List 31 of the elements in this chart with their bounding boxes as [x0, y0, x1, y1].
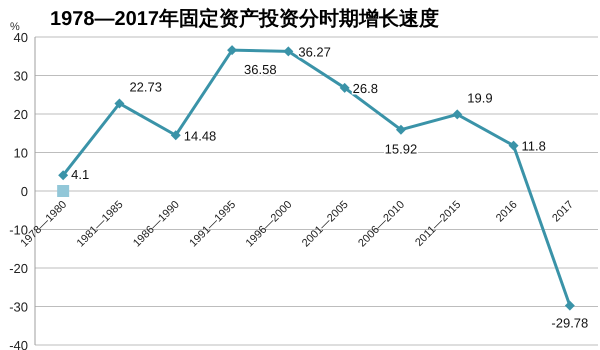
y-tick-label: 0	[20, 184, 28, 199]
point	[58, 170, 68, 180]
data-label: 36.27	[298, 44, 331, 60]
point	[170, 130, 181, 140]
data-label: 14.48	[184, 128, 216, 144]
y-tick-label: 20	[14, 107, 28, 122]
y-tick-label: -30	[9, 300, 28, 314]
y-tick-label: 10	[14, 146, 28, 160]
point	[227, 45, 238, 56]
y-axis-title: %	[10, 21, 20, 33]
y-tick-label: 40	[14, 30, 28, 45]
data-label: 36.58	[244, 62, 277, 78]
data-label: 22.73	[129, 79, 162, 94]
point	[396, 124, 406, 135]
chart-title: 1978—2017年固定资产投资分时期增长速度	[50, 7, 439, 30]
point	[564, 300, 575, 311]
data-label: 11.8	[522, 138, 546, 154]
point	[508, 140, 519, 151]
data-label: 19.9	[467, 90, 493, 106]
data-label: 26.8	[352, 80, 378, 96]
point	[57, 185, 70, 197]
point	[114, 98, 124, 108]
data-label: 15.92	[384, 142, 418, 157]
data-label: -29.78	[551, 316, 588, 331]
point	[340, 82, 350, 93]
data-label: 4.1	[71, 167, 90, 182]
point	[452, 109, 462, 120]
y-tick-label: -40	[9, 338, 28, 350]
point	[283, 46, 294, 56]
y-tick-label: -20	[9, 261, 28, 276]
y-tick-label: 30	[14, 68, 28, 84]
